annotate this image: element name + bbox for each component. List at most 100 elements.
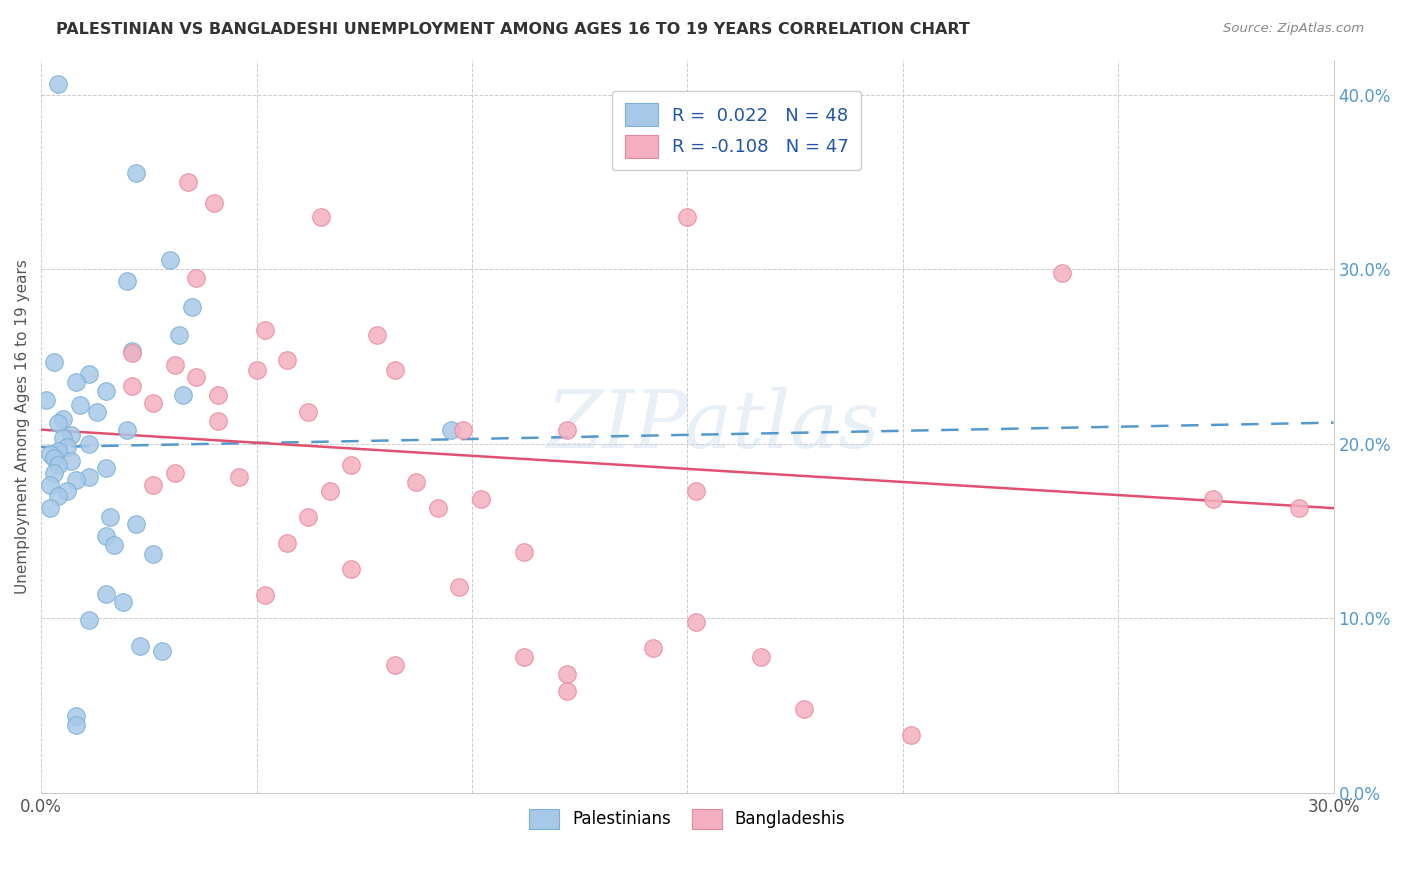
Point	[426, 501, 449, 516]
Point	[555, 667, 578, 681]
Point	[121, 346, 143, 360]
Point	[48, 416, 70, 430]
Point	[98, 509, 121, 524]
Point	[65, 717, 87, 731]
Point	[1052, 266, 1074, 280]
Point	[309, 210, 332, 224]
Point	[121, 379, 143, 393]
Point	[94, 529, 117, 543]
Point	[449, 580, 471, 594]
Point	[159, 253, 181, 268]
Point	[470, 492, 492, 507]
Point	[77, 469, 100, 483]
Point	[86, 405, 108, 419]
Point	[167, 328, 190, 343]
Point	[48, 443, 70, 458]
Point	[181, 301, 204, 315]
Point	[172, 388, 194, 402]
Y-axis label: Unemployment Among Ages 16 to 19 years: Unemployment Among Ages 16 to 19 years	[15, 259, 30, 593]
Point	[685, 483, 707, 498]
Point	[150, 644, 173, 658]
Point	[297, 405, 319, 419]
Point	[48, 489, 70, 503]
Point	[77, 367, 100, 381]
Point	[94, 461, 117, 475]
Point	[384, 658, 406, 673]
Point	[676, 210, 699, 224]
Text: PALESTINIAN VS BANGLADESHI UNEMPLOYMENT AMONG AGES 16 TO 19 YEARS CORRELATION CH: PALESTINIAN VS BANGLADESHI UNEMPLOYMENT …	[56, 22, 970, 37]
Point	[38, 447, 60, 461]
Point	[129, 639, 152, 653]
Point	[276, 352, 298, 367]
Point	[65, 709, 87, 723]
Point	[228, 469, 250, 483]
Point	[384, 363, 406, 377]
Point	[513, 649, 536, 664]
Point	[276, 536, 298, 550]
Point	[117, 274, 139, 288]
Point	[297, 509, 319, 524]
Point	[186, 370, 208, 384]
Point	[202, 195, 225, 210]
Point	[513, 545, 536, 559]
Point	[121, 344, 143, 359]
Point	[319, 483, 342, 498]
Point	[125, 166, 148, 180]
Point	[163, 358, 186, 372]
Point	[246, 363, 269, 377]
Point	[117, 423, 139, 437]
Point	[749, 649, 772, 664]
Point	[65, 473, 87, 487]
Point	[94, 587, 117, 601]
Point	[177, 175, 200, 189]
Point	[453, 423, 475, 437]
Point	[52, 431, 75, 445]
Point	[793, 702, 815, 716]
Point	[56, 440, 79, 454]
Point	[44, 354, 66, 368]
Point	[38, 478, 60, 492]
Point	[1202, 492, 1225, 507]
Point	[77, 613, 100, 627]
Point	[48, 77, 70, 91]
Point	[112, 595, 135, 609]
Point	[405, 475, 427, 489]
Point	[254, 323, 277, 337]
Point	[685, 615, 707, 629]
Text: ZIPatlas: ZIPatlas	[547, 387, 880, 465]
Point	[142, 547, 165, 561]
Point	[77, 436, 100, 450]
Point	[65, 376, 87, 390]
Point	[48, 458, 70, 472]
Point	[366, 328, 388, 343]
Point	[555, 684, 578, 698]
Point	[641, 640, 664, 655]
Point	[69, 398, 91, 412]
Text: Source: ZipAtlas.com: Source: ZipAtlas.com	[1223, 22, 1364, 36]
Point	[340, 562, 363, 576]
Point	[60, 454, 83, 468]
Legend: Palestinians, Bangladeshis: Palestinians, Bangladeshis	[523, 802, 852, 836]
Point	[38, 501, 60, 516]
Point	[103, 538, 125, 552]
Point	[44, 450, 66, 465]
Point	[142, 478, 165, 492]
Point	[900, 728, 922, 742]
Point	[186, 270, 208, 285]
Point	[340, 458, 363, 472]
Point	[125, 516, 148, 531]
Point	[60, 428, 83, 442]
Point	[207, 414, 229, 428]
Point	[254, 589, 277, 603]
Point	[439, 423, 461, 437]
Point	[555, 423, 578, 437]
Point	[52, 412, 75, 426]
Point	[207, 388, 229, 402]
Point	[56, 483, 79, 498]
Point	[142, 396, 165, 410]
Point	[94, 384, 117, 399]
Point	[163, 467, 186, 481]
Point	[1288, 501, 1310, 516]
Point	[44, 467, 66, 481]
Point	[34, 392, 56, 407]
